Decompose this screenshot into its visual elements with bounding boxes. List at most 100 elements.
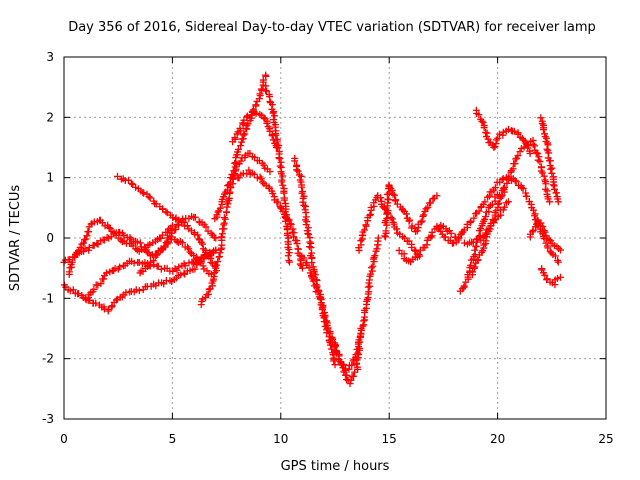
data-point: [542, 239, 550, 247]
data-point: [474, 256, 482, 264]
data-point: [478, 117, 486, 125]
data-point: [417, 218, 425, 226]
data-point: [300, 201, 308, 209]
data-point: [500, 203, 508, 211]
data-point: [529, 206, 537, 214]
data-point: [471, 263, 479, 271]
data-point: [305, 264, 313, 272]
data-point: [300, 254, 308, 262]
data-point: [388, 186, 396, 194]
data-point: [234, 145, 242, 153]
data-point: [405, 217, 413, 225]
data-point: [364, 283, 372, 291]
data-point: [480, 124, 488, 132]
data-point: [272, 131, 280, 139]
data-point: [519, 185, 527, 193]
data-point: [160, 243, 168, 251]
data-point: [188, 258, 196, 266]
data-point: [252, 101, 260, 109]
data-point: [166, 277, 174, 285]
data-point: [162, 239, 170, 247]
data-point: [175, 221, 183, 229]
data-point: [354, 349, 362, 357]
data-point: [311, 271, 319, 279]
data-point: [491, 216, 499, 224]
data-point: [175, 263, 183, 271]
data-point: [455, 234, 463, 242]
data-point: [514, 152, 522, 160]
data-point: [402, 210, 410, 218]
data-point: [427, 233, 435, 241]
data-point: [504, 198, 512, 206]
x-tick-label: 0: [60, 432, 68, 446]
data-point: [366, 282, 374, 290]
data-point: [221, 215, 229, 223]
data-point: [523, 192, 531, 200]
data-point: [346, 380, 354, 388]
y-tick-label: 2: [46, 110, 54, 124]
data-point: [220, 214, 228, 222]
series-track-14: [329, 234, 382, 374]
data-point: [340, 361, 348, 369]
data-point: [269, 189, 277, 197]
data-point: [362, 221, 370, 229]
series-track-10: [262, 82, 293, 266]
data-point: [309, 277, 317, 285]
data-point: [540, 172, 548, 180]
data-point: [471, 246, 479, 254]
data-point: [524, 141, 532, 149]
data-point: [518, 184, 526, 192]
data-point: [324, 324, 332, 332]
data-point: [274, 198, 282, 206]
data-point: [549, 181, 557, 189]
data-point: [326, 329, 334, 337]
data-point: [207, 258, 215, 266]
data-point: [130, 259, 138, 267]
series-track-24: [526, 217, 564, 254]
data-point: [548, 169, 556, 177]
data-point: [114, 172, 122, 180]
data-point: [314, 288, 322, 296]
data-point: [516, 148, 524, 156]
data-point: [499, 175, 507, 183]
data-point: [289, 225, 297, 233]
data-point: [191, 265, 199, 273]
data-point: [202, 223, 210, 231]
data-point: [321, 313, 329, 321]
data-point: [384, 196, 392, 204]
data-point: [331, 343, 339, 351]
data-point: [262, 71, 270, 79]
data-point: [418, 217, 426, 225]
data-point: [505, 172, 513, 180]
data-point: [347, 376, 355, 384]
data-point: [75, 247, 83, 254]
data-point: [470, 214, 478, 222]
data-point: [350, 372, 358, 380]
data-point: [367, 270, 375, 278]
data-point: [146, 194, 154, 202]
data-point: [260, 114, 268, 122]
data-point: [492, 136, 500, 144]
data-point: [256, 90, 264, 98]
y-tick-label: -3: [42, 412, 54, 426]
data-point: [539, 126, 547, 134]
series-track-23: [537, 114, 562, 206]
data-point: [241, 130, 249, 138]
data-point: [526, 150, 534, 158]
data-point: [433, 192, 441, 200]
data-point: [460, 282, 468, 290]
data-point: [213, 261, 221, 269]
data-point: [76, 243, 84, 251]
data-point: [415, 251, 423, 259]
data-point: [136, 239, 144, 247]
data-point: [552, 189, 560, 197]
data-point: [291, 157, 299, 165]
data-point: [479, 118, 487, 126]
data-point: [173, 220, 181, 228]
data-point: [510, 127, 518, 135]
data-point: [82, 235, 90, 243]
data-point: [66, 287, 74, 295]
data-point: [102, 269, 110, 277]
data-point: [218, 233, 226, 241]
data-point: [162, 208, 170, 216]
